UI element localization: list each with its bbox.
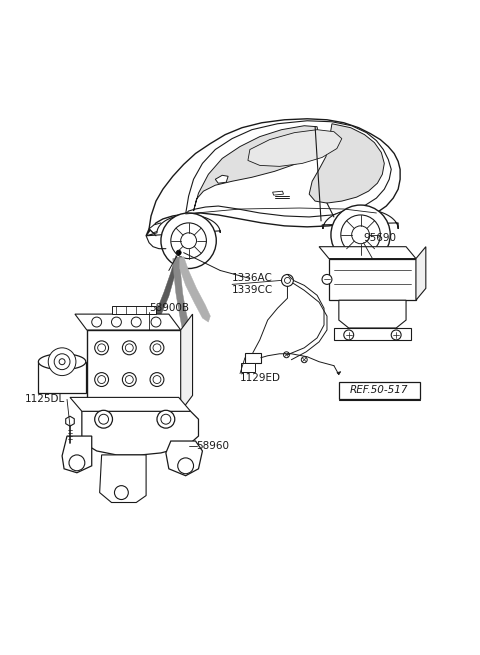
Circle shape (301, 357, 307, 363)
Text: 95690: 95690 (363, 233, 396, 243)
Circle shape (180, 233, 196, 249)
Circle shape (95, 341, 108, 355)
Circle shape (150, 341, 164, 355)
Circle shape (153, 344, 161, 352)
Circle shape (59, 359, 65, 365)
Circle shape (153, 375, 161, 384)
Text: 1339CC: 1339CC (232, 286, 273, 295)
Polygon shape (75, 314, 180, 330)
Polygon shape (248, 130, 342, 166)
Polygon shape (38, 362, 86, 394)
Polygon shape (319, 247, 416, 259)
Circle shape (122, 341, 136, 355)
Circle shape (97, 344, 106, 352)
Circle shape (150, 373, 164, 386)
Polygon shape (146, 215, 220, 236)
Circle shape (322, 274, 332, 284)
Polygon shape (180, 257, 210, 322)
Circle shape (114, 485, 128, 500)
Circle shape (285, 278, 290, 284)
Circle shape (344, 330, 354, 340)
Circle shape (48, 348, 76, 375)
Circle shape (131, 317, 141, 327)
Polygon shape (337, 371, 341, 375)
Circle shape (125, 344, 133, 352)
Polygon shape (245, 353, 261, 363)
Circle shape (331, 205, 390, 265)
Polygon shape (70, 398, 191, 411)
Polygon shape (180, 314, 192, 411)
Circle shape (284, 352, 289, 358)
Circle shape (161, 414, 171, 424)
Polygon shape (329, 259, 416, 300)
Circle shape (125, 375, 133, 384)
Polygon shape (137, 255, 179, 352)
Polygon shape (173, 257, 190, 338)
Circle shape (352, 226, 370, 244)
Circle shape (281, 274, 293, 286)
Polygon shape (111, 306, 156, 314)
Polygon shape (100, 455, 146, 502)
Circle shape (99, 414, 108, 424)
Polygon shape (62, 436, 92, 473)
Polygon shape (322, 209, 398, 229)
Polygon shape (87, 330, 180, 411)
Circle shape (95, 373, 108, 386)
Polygon shape (166, 441, 203, 476)
Polygon shape (193, 126, 319, 211)
Circle shape (111, 317, 121, 327)
Circle shape (178, 458, 193, 474)
Text: 1125DL: 1125DL (24, 394, 65, 404)
Text: 58960: 58960 (196, 441, 229, 451)
Text: 58900B: 58900B (149, 303, 189, 313)
Circle shape (161, 213, 216, 269)
Polygon shape (309, 124, 384, 203)
Circle shape (391, 330, 401, 340)
Polygon shape (149, 223, 163, 233)
Text: 1336AC: 1336AC (232, 273, 273, 284)
Circle shape (151, 317, 161, 327)
Circle shape (54, 354, 70, 369)
Text: 1129ED: 1129ED (240, 373, 281, 383)
Circle shape (92, 317, 102, 327)
Text: REF.50-517: REF.50-517 (350, 385, 408, 396)
Polygon shape (66, 416, 74, 426)
Polygon shape (216, 176, 228, 183)
Polygon shape (334, 328, 411, 340)
Polygon shape (416, 247, 426, 300)
Circle shape (171, 223, 206, 259)
Circle shape (157, 410, 175, 428)
Polygon shape (186, 121, 391, 217)
Polygon shape (241, 363, 255, 371)
Polygon shape (339, 382, 420, 400)
Circle shape (69, 455, 85, 471)
Circle shape (97, 375, 106, 384)
Polygon shape (146, 119, 400, 236)
Polygon shape (339, 300, 406, 328)
Circle shape (122, 373, 136, 386)
Circle shape (341, 215, 380, 255)
Polygon shape (82, 411, 199, 455)
Polygon shape (38, 354, 86, 369)
Polygon shape (273, 191, 284, 195)
Circle shape (95, 410, 112, 428)
Circle shape (176, 250, 181, 255)
